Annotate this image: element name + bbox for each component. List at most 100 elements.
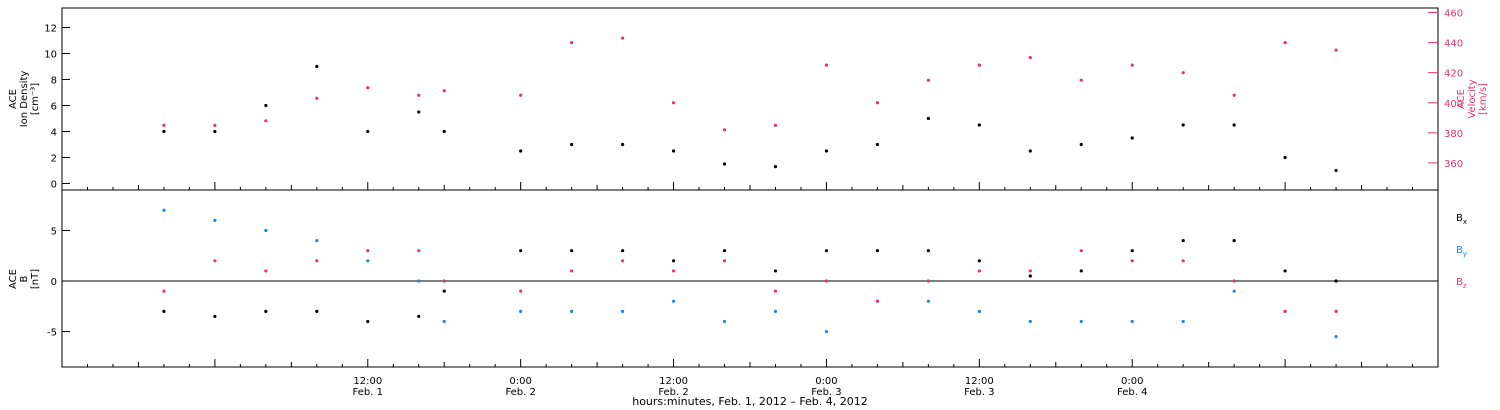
bz-point: [773, 289, 778, 293]
left-tick-label: 6: [51, 102, 57, 113]
density-point: [519, 149, 523, 153]
bx-point: [1028, 274, 1032, 278]
bx-point: [264, 309, 268, 313]
bx-point: [1181, 238, 1185, 243]
bz-point: [824, 279, 829, 283]
by-point: [519, 309, 523, 313]
velocity-point: [1079, 78, 1083, 82]
bx-point: [442, 289, 446, 293]
velocity-point: [926, 78, 930, 82]
bx-point: [1130, 249, 1134, 253]
x-tick-time: 12:00: [659, 376, 688, 387]
density-axis-title: ACE Ion Density [cm⁻³]: [8, 71, 41, 128]
bx-point: [722, 249, 727, 253]
bx-point: [213, 314, 217, 319]
density-point: [264, 103, 268, 108]
velocity-point: [1028, 56, 1032, 60]
b-tick-label: 0: [51, 277, 57, 288]
x-tick-date: Feb. 3: [964, 387, 994, 398]
bz-point: [1028, 269, 1032, 273]
density-point: [977, 123, 981, 127]
legend-bx: Bx: [1456, 213, 1467, 226]
bz-point: [315, 259, 319, 263]
left-tick-label: 12: [44, 24, 57, 35]
bx-point: [671, 259, 676, 263]
legend-bz: Bz: [1456, 277, 1467, 290]
bx-point: [875, 249, 880, 253]
by-point: [671, 299, 676, 303]
velocity-point: [264, 119, 268, 123]
density-point: [671, 149, 676, 153]
velocity-point: [1283, 40, 1287, 45]
right-tick-label: 400: [1444, 99, 1463, 110]
bx-point: [570, 249, 574, 253]
velocity-point: [570, 40, 574, 45]
velocity-point: [442, 89, 446, 93]
bx-point: [773, 269, 778, 273]
right-tick-label: 420: [1444, 69, 1463, 80]
density-point: [1283, 155, 1287, 160]
bz-point: [1232, 279, 1236, 283]
x-tick-date: Feb. 4: [1117, 387, 1147, 398]
density-point: [417, 110, 421, 114]
x-tick-date: Feb. 1: [353, 387, 383, 398]
x-tick-time: 0:00: [509, 376, 531, 387]
velocity-point: [824, 63, 829, 67]
left-tick-label: 2: [51, 154, 57, 165]
density-axis-title-line: Ion Density: [19, 71, 30, 128]
velocity-point: [519, 93, 523, 97]
density-point: [1028, 149, 1032, 153]
by-point: [315, 238, 319, 243]
bz-point: [366, 249, 370, 253]
x-tick-time: 12:00: [965, 376, 994, 387]
density-point: [875, 142, 880, 147]
bx-point: [1334, 279, 1338, 283]
b-axis-title: ACE B [nT]: [8, 269, 41, 289]
legend-subscript: x: [1463, 218, 1467, 226]
by-point: [1079, 319, 1083, 324]
density-axis-title-line: ACE: [8, 89, 19, 109]
b-tick-label: -5: [47, 328, 57, 339]
bx-point: [315, 309, 319, 313]
left-tick-label: 0: [51, 180, 57, 191]
velocity-axis-title-line: Velocity: [1467, 79, 1478, 118]
velocity-point: [875, 101, 880, 105]
by-point: [1028, 319, 1032, 324]
density-point: [162, 129, 166, 134]
density-point: [1130, 136, 1134, 140]
x-tick-date: Feb. 2: [658, 387, 688, 398]
velocity-point: [722, 128, 727, 132]
bz-point: [1079, 249, 1083, 253]
x-tick-time: 0:00: [1121, 376, 1143, 387]
by-point: [162, 208, 166, 212]
density-point: [620, 142, 625, 147]
velocity-point: [366, 86, 370, 90]
velocity-point: [1181, 71, 1185, 75]
by-point: [213, 218, 217, 222]
velocity-point: [417, 93, 421, 97]
x-tick-date: Feb. 2: [505, 387, 535, 398]
by-point: [773, 309, 778, 313]
velocity-point: [315, 96, 319, 100]
by-point: [1130, 319, 1134, 324]
density-point: [722, 162, 727, 166]
velocity-point: [773, 123, 778, 127]
bx-point: [162, 309, 166, 313]
bx-point: [977, 259, 981, 263]
by-point: [824, 330, 829, 334]
legend-subscript: z: [1463, 282, 1467, 290]
bz-point: [1334, 309, 1338, 313]
density-point: [1181, 123, 1185, 127]
velocity-point: [620, 36, 625, 40]
x-tick-date: Feb. 3: [811, 387, 841, 398]
left-tick-label: 8: [51, 76, 57, 87]
bx-point: [1283, 269, 1287, 273]
bz-point: [722, 259, 727, 263]
velocity-point: [162, 123, 166, 127]
b-axis-title-line: [nT]: [30, 269, 41, 289]
by-point: [442, 319, 446, 324]
bz-point: [620, 259, 625, 263]
